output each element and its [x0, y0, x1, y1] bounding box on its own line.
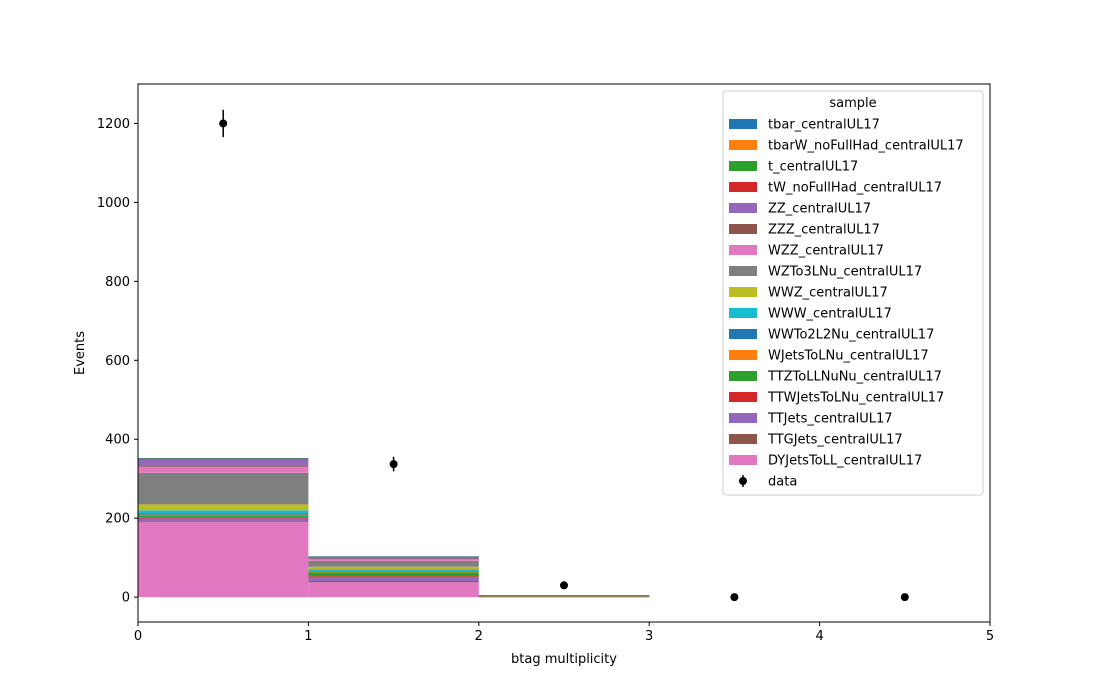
legend-swatch-WJetsToLNu_centralUL17 — [729, 350, 757, 360]
bar-WWW_centralUL17-bin-1 — [308, 569, 479, 571]
y-axis-label: Events — [73, 331, 88, 375]
legend-swatch-WWTo2L2Nu_centralUL17 — [729, 329, 757, 339]
x-tick-label-3: 3 — [645, 629, 653, 644]
legend-swatch-ZZZ_centralUL17 — [729, 224, 757, 234]
legend: sample tbar_centralUL17 tbarW_noFullHad_c… — [722, 90, 984, 496]
bar-TTZToLLNuNu_centralUL17-bin-0 — [138, 515, 309, 518]
legend-swatch-TTJets_centralUL17 — [729, 413, 757, 423]
bar-WZZ_centralUL17-bin-0 — [138, 466, 309, 473]
legend-label-t_centralUL17: t_centralUL17 — [768, 160, 858, 175]
y-tick-label-400: 400 — [105, 433, 130, 448]
bar-WZZ_centralUL17-bin-1 — [308, 559, 479, 561]
legend-label-WWTo2L2Nu_centralUL17: WWTo2L2Nu_centralUL17 — [768, 328, 934, 343]
bar-ZZZ_centralUL17-bin-1 — [308, 558, 479, 560]
x-tick-label-4: 4 — [815, 629, 823, 644]
legend-label-ZZZ_centralUL17: ZZZ_centralUL17 — [768, 223, 880, 238]
legend-label-WZTo3LNu_centralUL17: WZTo3LNu_centralUL17 — [768, 265, 922, 280]
stacked-bars — [138, 457, 650, 598]
data-point-0 — [219, 119, 228, 128]
x-tick-label-5: 5 — [986, 629, 994, 644]
bar-tbar_centralUL17-bin-0 — [138, 457, 309, 459]
legend-swatch-WZTo3LNu_centralUL17 — [729, 266, 757, 276]
x-tick-label-2: 2 — [475, 629, 483, 644]
x-axis-ticks: 0 1 2 3 4 5 — [134, 622, 994, 644]
legend-swatch-tW_noFullHad_centralUL17 — [729, 182, 757, 192]
bar-TTGJets_centralUL17-bin-0 — [138, 521, 309, 523]
legend-label-WZZ_centralUL17: WZZ_centralUL17 — [768, 244, 884, 259]
bar-WWZ_centralUL17-bin-0 — [138, 504, 309, 511]
bar-TTJets_centralUL17-bin-1 — [308, 577, 479, 581]
data-points — [219, 109, 909, 602]
legend-label-TTGJets_centralUL17: TTGJets_centralUL17 — [767, 433, 903, 448]
legend-swatch-WZZ_centralUL17 — [729, 245, 757, 255]
legend-label-WWW_centralUL17: WWW_centralUL17 — [768, 307, 892, 322]
legend-swatch-TTWJetsToLNu_centralUL17 — [729, 392, 757, 402]
legend-swatch-tbar_centralUL17 — [729, 119, 757, 129]
legend-label-tW_noFullHad_centralUL17: tW_noFullHad_centralUL17 — [768, 181, 942, 196]
legend-label-TTJets_centralUL17: TTJets_centralUL17 — [767, 412, 893, 427]
bar-TTWJetsToLNu_centralUL17-bin-1 — [308, 576, 479, 578]
bar-WJetsToLNu_centralUL17-bin-0 — [138, 514, 309, 516]
y-tick-label-1200: 1200 — [97, 117, 130, 132]
bar-tbar_centralUL17-bin-1 — [308, 556, 479, 557]
legend-swatch-DYJetsToLL_centralUL17 — [729, 455, 757, 465]
data-point-3 — [730, 593, 739, 602]
legend-label-WJetsToLNu_centralUL17: WJetsToLNu_centralUL17 — [768, 349, 929, 364]
legend-swatch-ZZ_centralUL17 — [729, 203, 757, 213]
legend-label-tbar_centralUL17: tbar_centralUL17 — [768, 118, 880, 133]
bar-ZZZ_centralUL17-bin-0 — [138, 466, 309, 467]
bar-ZZ_centralUL17-bin-0 — [138, 458, 309, 467]
legend-label-DYJetsToLL_centralUL17: DYJetsToLL_centralUL17 — [768, 454, 922, 469]
bar-WWTo2L2Nu_centralUL17-bin-1 — [308, 570, 479, 572]
data-point-1 — [389, 460, 398, 469]
data-point-2 — [560, 581, 568, 590]
legend-label-TTZToLLNuNu_centralUL17: TTZToLLNuNu_centralUL17 — [767, 370, 942, 385]
bar-tbar_centralUL17-bin-2 — [478, 595, 650, 596]
bar-WZTo3LNu_centralUL17-bin-0 — [138, 472, 309, 505]
bar-WJetsToLNu_centralUL17-bin-1 — [308, 571, 479, 573]
bar-DYJetsToLL_centralUL17-bin-1 — [308, 582, 479, 598]
legend-swatch-WWW_centralUL17 — [729, 308, 757, 318]
legend-box — [722, 90, 984, 496]
bar-TTZToLLNuNu_centralUL17-bin-1 — [308, 572, 479, 577]
y-axis-ticks: 0 200 400 600 800 1000 1200 — [97, 117, 138, 606]
legend-swatch-WWZ_centralUL17 — [729, 287, 757, 297]
x-tick-label-0: 0 — [134, 629, 142, 644]
bar-WZTo3LNu_centralUL17-bin-1 — [308, 560, 479, 567]
y-tick-label-600: 600 — [105, 354, 130, 369]
legend-swatch-t_centralUL17 — [729, 161, 757, 171]
bar-DYJetsToLL_centralUL17-bin-0 — [138, 522, 309, 598]
legend-label-WWZ_centralUL17: WWZ_centralUL17 — [768, 286, 888, 301]
bar-TTWJetsToLNu_centralUL17-bin-0 — [138, 517, 309, 519]
y-tick-label-0: 0 — [122, 591, 130, 606]
bar-TTGJets_centralUL17-bin-1 — [308, 580, 479, 583]
legend-swatch-TTZToLLNuNu_centralUL17 — [729, 371, 757, 381]
bar-WWW_centralUL17-bin-0 — [138, 510, 309, 514]
legend-label-data: data — [768, 475, 797, 490]
legend-items: tbar_centralUL17 tbarW_noFullHad_centralU… — [729, 118, 964, 490]
legend-title: sample — [829, 96, 876, 111]
legend-label-ZZ_centralUL17: ZZ_centralUL17 — [768, 202, 871, 217]
bar-ZZ_centralUL17-bin-1 — [308, 557, 479, 559]
axes-frame — [137, 83, 991, 623]
legend-swatch-tbarW_noFullHad_centralUL17 — [729, 140, 757, 150]
x-tick-label-1: 1 — [304, 629, 312, 644]
y-tick-label-1000: 1000 — [97, 196, 130, 211]
y-tick-label-200: 200 — [105, 512, 130, 527]
y-tick-label-800: 800 — [105, 275, 130, 290]
legend-label-tbarW_noFullHad_centralUL17: tbarW_noFullHad_centralUL17 — [768, 139, 964, 154]
x-axis-label: btag multiplicity — [511, 652, 617, 667]
bar-TTJets_centralUL17-bin-0 — [138, 518, 309, 522]
bar-WWTo2L2Nu_centralUL17-bin-0 — [138, 513, 309, 515]
legend-label-TTWJetsToLNu_centralUL17: TTWJetsToLNu_centralUL17 — [767, 391, 944, 406]
data-point-4 — [900, 593, 909, 602]
legend-data-marker — [739, 477, 747, 485]
legend-swatch-TTGJets_centralUL17 — [729, 434, 757, 444]
bar-WWZ_centralUL17-bin-1 — [308, 566, 479, 570]
